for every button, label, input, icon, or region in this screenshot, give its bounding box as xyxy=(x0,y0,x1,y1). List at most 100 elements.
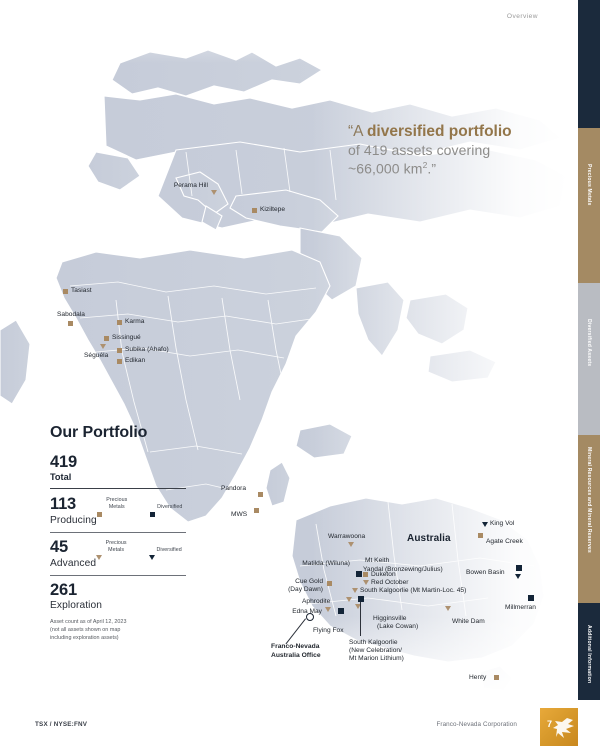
portfolio-total-label: Total xyxy=(50,472,72,483)
footnote-line-3: including exploration assets) xyxy=(50,635,119,642)
legend-triangle-tan-icon xyxy=(96,555,103,561)
label-seguela: Séguéla xyxy=(84,352,109,359)
divider-3 xyxy=(50,574,186,576)
legend-cap-line2-adv: Metals xyxy=(108,546,125,553)
legend-producing-precious: Precious Metals xyxy=(96,497,137,518)
label-tasiast: Tasiast xyxy=(71,287,92,294)
tab-mineral-resources[interactable]: Mineral Resources and Mineral Reserves xyxy=(578,435,600,603)
label-higginsville-line2: (Lake Cowan) xyxy=(377,623,419,630)
label-sk-new-line1: South Kalgoorlie xyxy=(349,639,398,646)
label-bowen-basin: Bowen Basin xyxy=(466,569,505,576)
portfolio-total-count: 419 xyxy=(50,453,77,471)
headline-quote: “A diversified portfolio of 419 assets c… xyxy=(348,122,558,178)
label-king-vol: King Vol xyxy=(490,520,515,527)
stock-ticker: TSX / NYSE:FNV xyxy=(35,721,88,728)
marker-millmerran xyxy=(528,595,534,601)
label-mt-keith: Mt Keith xyxy=(365,557,390,564)
producing-text: 113 Producing xyxy=(50,495,97,525)
legend-cap-line1: Precious xyxy=(106,497,128,504)
marker-edna-may xyxy=(325,607,331,612)
marker-bowen-basin-triangle xyxy=(515,574,521,579)
marker-karma xyxy=(117,320,122,325)
page-eyebrow: Overview xyxy=(506,13,538,20)
legend-producing-diversified: Diversified xyxy=(149,497,190,518)
page-footer: TSX / NYSE:FNV Franco-Nevada Corporation… xyxy=(0,700,600,754)
exploration-label: Exploration xyxy=(50,599,103,611)
label-pandora: Pandora xyxy=(221,485,246,492)
marker-south-kalgoorlie-mt-martin xyxy=(352,588,358,593)
portfolio-row-exploration: 261 Exploration xyxy=(50,581,186,611)
marker-henty xyxy=(494,675,499,680)
section-tab-rail: Precious Metals Diversified Assets Miner… xyxy=(578,0,600,754)
producing-label: Producing xyxy=(50,514,97,526)
label-sissingue: Sissingué xyxy=(112,334,141,341)
footnote-line-1: Asset count as of April 12, 2023 xyxy=(50,618,127,625)
label-red-october: Red October xyxy=(371,579,409,586)
tab-precious-metals-label: Precious Metals xyxy=(586,164,592,206)
marker-flying-fox xyxy=(338,608,344,614)
label-south-kalgoorlie-mt-martin: South Kalgoorlie (Mt Martin-Loc. 45) xyxy=(360,587,467,594)
divider-1 xyxy=(50,488,186,490)
franco-nevada-logo-icon xyxy=(553,718,574,738)
advanced-label: Advanced xyxy=(50,557,97,569)
rail-segment-top xyxy=(578,0,600,128)
advanced-count: 45 xyxy=(50,538,68,557)
legend-cap-diversified: Diversified xyxy=(157,503,183,510)
quote-area-post: .” xyxy=(427,160,437,177)
label-flying-fox: Flying Fox xyxy=(313,627,344,634)
label-perama-hill: Perama Hill xyxy=(173,182,208,189)
portfolio-title: Our Portfolio xyxy=(50,424,148,441)
quote-line-3: ~66,000 km2.” xyxy=(348,160,558,179)
legend-advanced-diversified: Diversified xyxy=(149,540,189,561)
label-matilda-wiluna: Matilda (Wiluna) xyxy=(302,560,350,567)
tab-precious-metals[interactable]: Precious Metals xyxy=(578,128,600,283)
tab-mineral-resources-label: Mineral Resources and Mineral Reserves xyxy=(586,447,592,553)
legend-cap-diversified-adv: Diversified xyxy=(156,546,182,553)
portfolio-row-producing: 113 Producing Precious Metals Diversifie… xyxy=(50,495,186,525)
legend-square-navy-icon xyxy=(149,512,155,518)
label-subika-ahafo: Subika (Ahafo) xyxy=(125,346,169,353)
marker-sabodala xyxy=(68,321,73,326)
marker-mt-keith xyxy=(356,571,362,577)
producing-count: 113 xyxy=(50,495,77,514)
label-henty: Henty xyxy=(469,674,487,681)
marker-franco-nevada-australia-office xyxy=(306,613,314,621)
quote-area-pre: ~66,000 km xyxy=(348,160,423,177)
marker-red-october xyxy=(363,580,369,585)
label-mws: MWS xyxy=(231,511,248,518)
quote-line-1: “A diversified portfolio xyxy=(348,122,558,142)
marker-white-dam xyxy=(445,606,451,611)
marker-bowen-basin-square xyxy=(516,565,522,571)
label-karma: Karma xyxy=(125,318,145,325)
marker-duketon xyxy=(363,572,368,577)
marker-sissingue xyxy=(104,336,109,341)
label-kiziltepe: Kiziltepe xyxy=(260,206,286,213)
quote-line-2: of 419 assets covering xyxy=(348,141,491,158)
marker-south-kalgoorlie-new-celebration xyxy=(358,596,364,602)
portfolio-footnote: Asset count as of April 12, 2023 (not al… xyxy=(50,618,186,642)
tab-additional-information-label: Additional Information xyxy=(586,625,592,684)
marker-seguela xyxy=(100,344,106,349)
label-millmerran: Millmerran xyxy=(505,604,536,611)
label-agate-creek: Agate Creek xyxy=(486,538,523,545)
legend-square-tan-icon xyxy=(96,512,102,518)
label-edna-may: Edna May xyxy=(292,608,322,615)
legend-cap-line2: Metals xyxy=(108,503,125,510)
tab-diversified-assets[interactable]: Diversified Assets xyxy=(578,283,600,435)
legend-cap-line1-adv: Precious xyxy=(105,540,127,547)
advanced-text: 45 Advanced xyxy=(50,538,97,569)
advanced-legend: Precious Metals Diversified xyxy=(96,538,189,561)
marker-king-vol xyxy=(482,522,488,527)
leader-south-kalgoorlie xyxy=(360,602,361,636)
company-name: Franco-Nevada Corporation xyxy=(436,721,517,728)
marker-mws xyxy=(254,508,259,513)
marker-kiziltepe xyxy=(252,208,257,213)
footnote-line-2: (not all assets shown on map xyxy=(50,626,121,633)
label-cue-gold-line2: (Day Dawn) xyxy=(288,586,323,593)
marker-edikan xyxy=(117,359,122,364)
portfolio-row-advanced: 45 Advanced Precious Metals Diversified xyxy=(50,538,189,569)
legend-triangle-navy-icon xyxy=(149,555,156,561)
label-white-dam: White Dam xyxy=(452,618,485,625)
label-office-line2: Australia Office xyxy=(271,652,321,659)
